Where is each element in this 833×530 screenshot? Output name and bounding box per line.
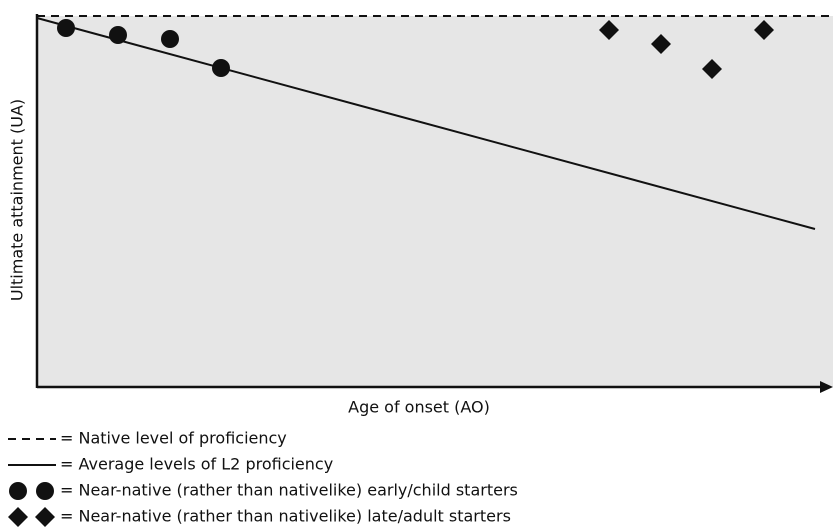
average-line bbox=[36, 17, 816, 230]
legend-text: = Native level of proficiency bbox=[60, 429, 287, 448]
legend-diamond bbox=[35, 507, 55, 527]
diamond-point bbox=[754, 20, 774, 40]
legend-diamond bbox=[8, 507, 28, 527]
diamond-point bbox=[651, 34, 671, 54]
x-axis-arrow bbox=[820, 381, 833, 393]
early-starters bbox=[57, 19, 230, 77]
legend-text: = Near-native (rather than nativelike) l… bbox=[60, 507, 511, 526]
circle-point bbox=[161, 30, 179, 48]
legend-text: = Average levels of L2 proficiency bbox=[60, 455, 333, 474]
circle-point bbox=[212, 59, 230, 77]
late-starters bbox=[599, 20, 774, 79]
circle-point bbox=[109, 26, 127, 44]
diamond-point bbox=[599, 20, 619, 40]
x-axis-label: Age of onset (AO) bbox=[348, 398, 490, 417]
legend-text: = Near-native (rather than nativelike) e… bbox=[60, 481, 518, 500]
diamond-point bbox=[702, 59, 722, 79]
plot-area bbox=[37, 16, 833, 387]
legend-circle bbox=[9, 482, 27, 500]
circle-point bbox=[57, 19, 75, 37]
y-axis-label: Ultimate attainment (UA) bbox=[8, 99, 27, 301]
legend-circle bbox=[36, 482, 54, 500]
